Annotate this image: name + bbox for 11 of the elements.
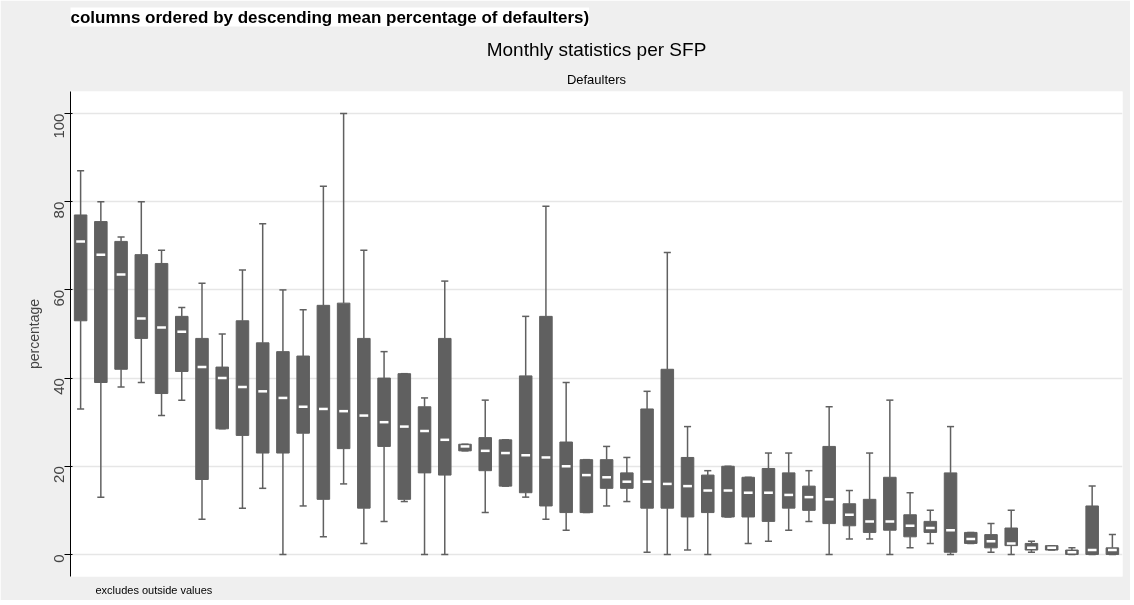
y-tick-label: 40 xyxy=(50,378,68,395)
text: excludes outside values xyxy=(95,583,213,596)
chart-title: Monthly statistics per SFP xyxy=(486,38,707,60)
y-tick-label: 20 xyxy=(50,466,68,483)
y-tick-label: 60 xyxy=(50,289,68,307)
y-tick-label: 0 xyxy=(50,554,68,563)
chart-subtitle: Defaulters xyxy=(566,71,627,87)
y-tick-label: 100 xyxy=(50,113,68,139)
y-axis-title: percentage xyxy=(25,298,42,370)
text: columns ordered by descending mean percentage of defaulters) xyxy=(70,7,590,27)
y-tick-label: 80 xyxy=(50,201,68,219)
